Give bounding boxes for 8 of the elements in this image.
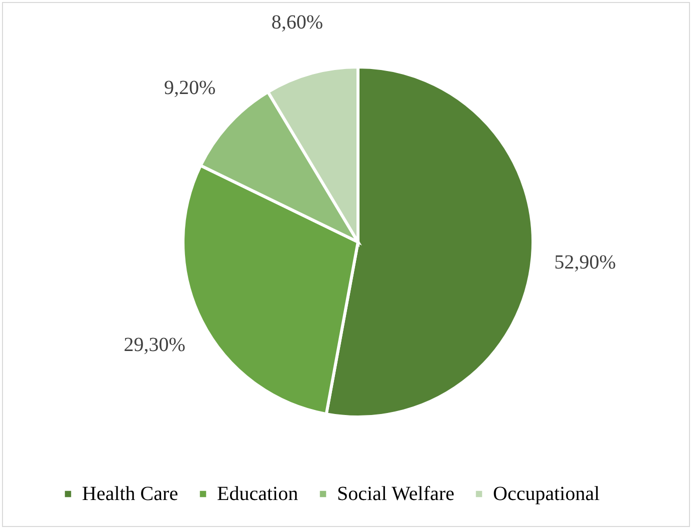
data-label: 29,30% <box>124 334 186 356</box>
legend-label: Health Care <box>82 483 178 505</box>
legend-label: Education <box>217 483 298 505</box>
data-label: 8,60% <box>271 11 323 34</box>
legend-label: Occupational <box>493 483 600 505</box>
data-label: 52,90% <box>554 252 616 274</box>
legend-label: Social Welfare <box>337 483 455 505</box>
data-label: 9,20% <box>164 77 216 100</box>
